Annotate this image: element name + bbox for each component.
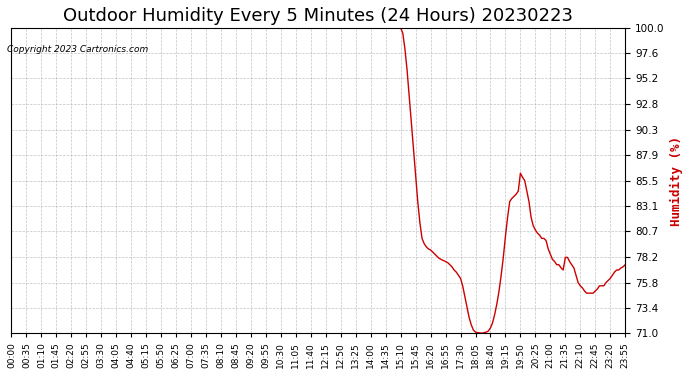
Text: Copyright 2023 Cartronics.com: Copyright 2023 Cartronics.com [7, 45, 148, 54]
Title: Outdoor Humidity Every 5 Minutes (24 Hours) 20230223: Outdoor Humidity Every 5 Minutes (24 Hou… [63, 7, 573, 25]
Y-axis label: Humidity (%): Humidity (%) [670, 135, 683, 225]
